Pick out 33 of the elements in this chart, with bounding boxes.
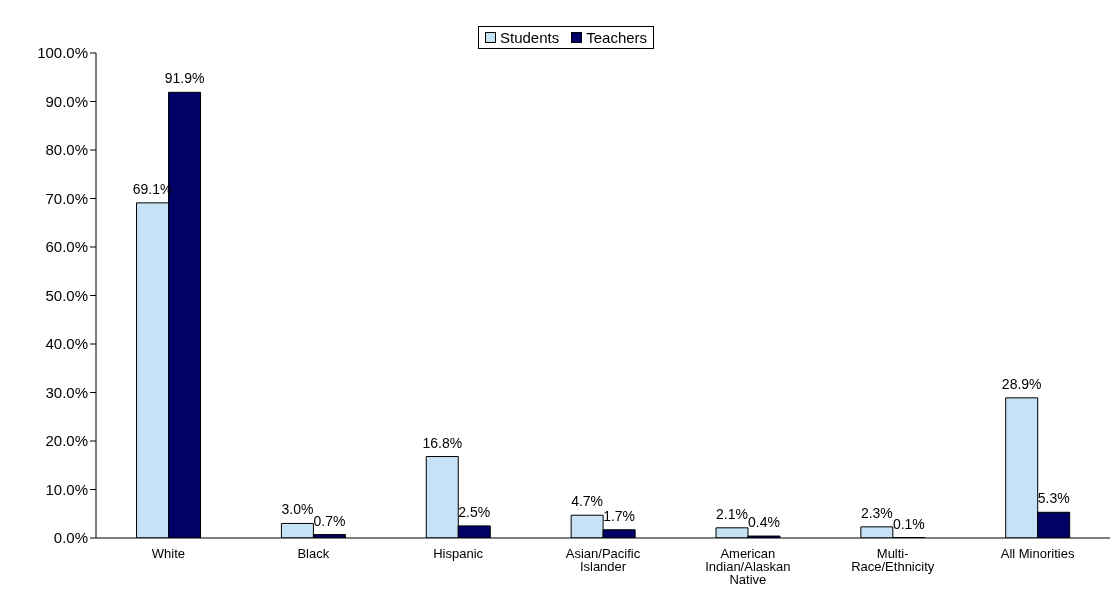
data-label: 0.1% — [892, 515, 925, 532]
data-label: 5.3% — [1037, 490, 1070, 507]
data-label: 0.4% — [748, 514, 780, 531]
y-tick-label: 20.0% — [45, 432, 88, 450]
data-label: 0.7% — [313, 512, 346, 529]
data-label: 28.9% — [1001, 375, 1042, 392]
data-label: 1.7% — [603, 507, 636, 524]
y-tick-label: 10.0% — [45, 480, 88, 498]
x-tick-label: Black — [297, 546, 330, 561]
x-tick-label: Hispanic — [433, 546, 484, 561]
legend-label: Teachers — [585, 29, 648, 46]
x-tick-label: Asian/Pacific Islander — [565, 546, 641, 574]
y-tick-label: 0.0% — [53, 529, 88, 547]
y-tick-label: 50.0% — [45, 286, 88, 304]
data-label: 2.1% — [716, 505, 748, 522]
data-label: 3.0% — [281, 501, 314, 518]
data-label: 16.8% — [422, 434, 463, 451]
y-tick-label: 30.0% — [45, 383, 88, 401]
data-label: 2.3% — [860, 504, 893, 521]
legend-label: Students — [499, 29, 560, 46]
y-tick-label: 40.0% — [45, 335, 88, 353]
data-label: 2.5% — [458, 503, 491, 520]
y-tick-label: 70.0% — [45, 189, 88, 207]
x-tick-label: Multi-Race/Ethnicity — [851, 546, 935, 574]
y-tick-label: 80.0% — [45, 141, 88, 159]
y-tick-label: 60.0% — [45, 238, 88, 256]
y-tick-label: 90.0% — [45, 92, 88, 110]
y-tick-label: 100.0% — [37, 44, 88, 62]
x-tick-label: All Minorities — [1000, 546, 1075, 561]
data-label: 4.7% — [571, 493, 604, 510]
x-tick-label: American Indian/Alaskan Native — [705, 546, 791, 587]
x-tick-label: White — [151, 546, 186, 561]
data-label: 91.9% — [164, 70, 205, 87]
